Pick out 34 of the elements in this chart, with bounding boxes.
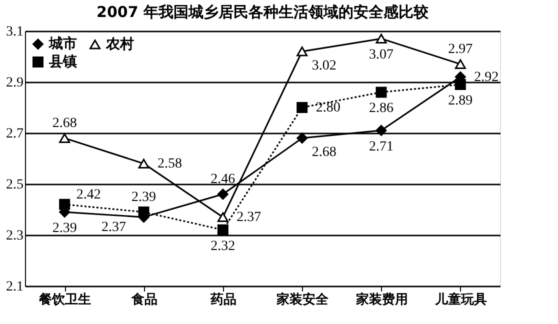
- x-tick-label: 家装费用: [354, 292, 408, 308]
- y-tick-label: 2.5: [6, 178, 24, 192]
- data-label: 2.92: [474, 70, 499, 85]
- data-label: 2.46: [210, 172, 236, 188]
- data-label: 2.97: [448, 42, 473, 58]
- data-label: 2.89: [448, 94, 473, 109]
- y-tick-label: 3.1: [6, 24, 24, 40]
- legend-label: 城市: [48, 35, 77, 52]
- legend-label: 农村: [105, 36, 134, 52]
- x-tick-label: 药品: [209, 292, 236, 308]
- data-label: 2.86: [369, 101, 394, 116]
- data-label: 2.58: [158, 156, 182, 172]
- x-tick-label: 家装安全: [276, 292, 330, 308]
- data-label: 2.37: [102, 220, 126, 236]
- data-label: 2.42: [76, 187, 101, 202]
- x-tick-label: 食品: [130, 292, 158, 308]
- x-tick-label: 儿童玩具: [434, 292, 487, 308]
- data-label: 2.32: [210, 238, 236, 254]
- data-label: 2.68: [52, 116, 77, 132]
- x-tick-label: 餐饮卫生: [38, 292, 92, 308]
- data-label: 3.02: [312, 58, 336, 74]
- y-tick-label: 2.1: [6, 280, 24, 294]
- data-label: 2.68: [312, 145, 336, 160]
- data-label: 2.80: [316, 100, 340, 116]
- data-label: 2.37: [236, 210, 262, 226]
- data-label: 3.07: [369, 48, 394, 63]
- legend-label: 县镇: [48, 54, 77, 70]
- y-tick-label: 2.9: [6, 76, 24, 90]
- y-tick-label: 2.7: [6, 126, 24, 142]
- data-label: 2.39: [132, 190, 156, 206]
- data-label: 2.71: [369, 139, 394, 154]
- y-tick-label: 2.3: [6, 228, 24, 244]
- chart-title: 2007 年我国城乡居民各种生活领域的安全感比较: [96, 3, 430, 21]
- data-label: 2.39: [52, 221, 77, 236]
